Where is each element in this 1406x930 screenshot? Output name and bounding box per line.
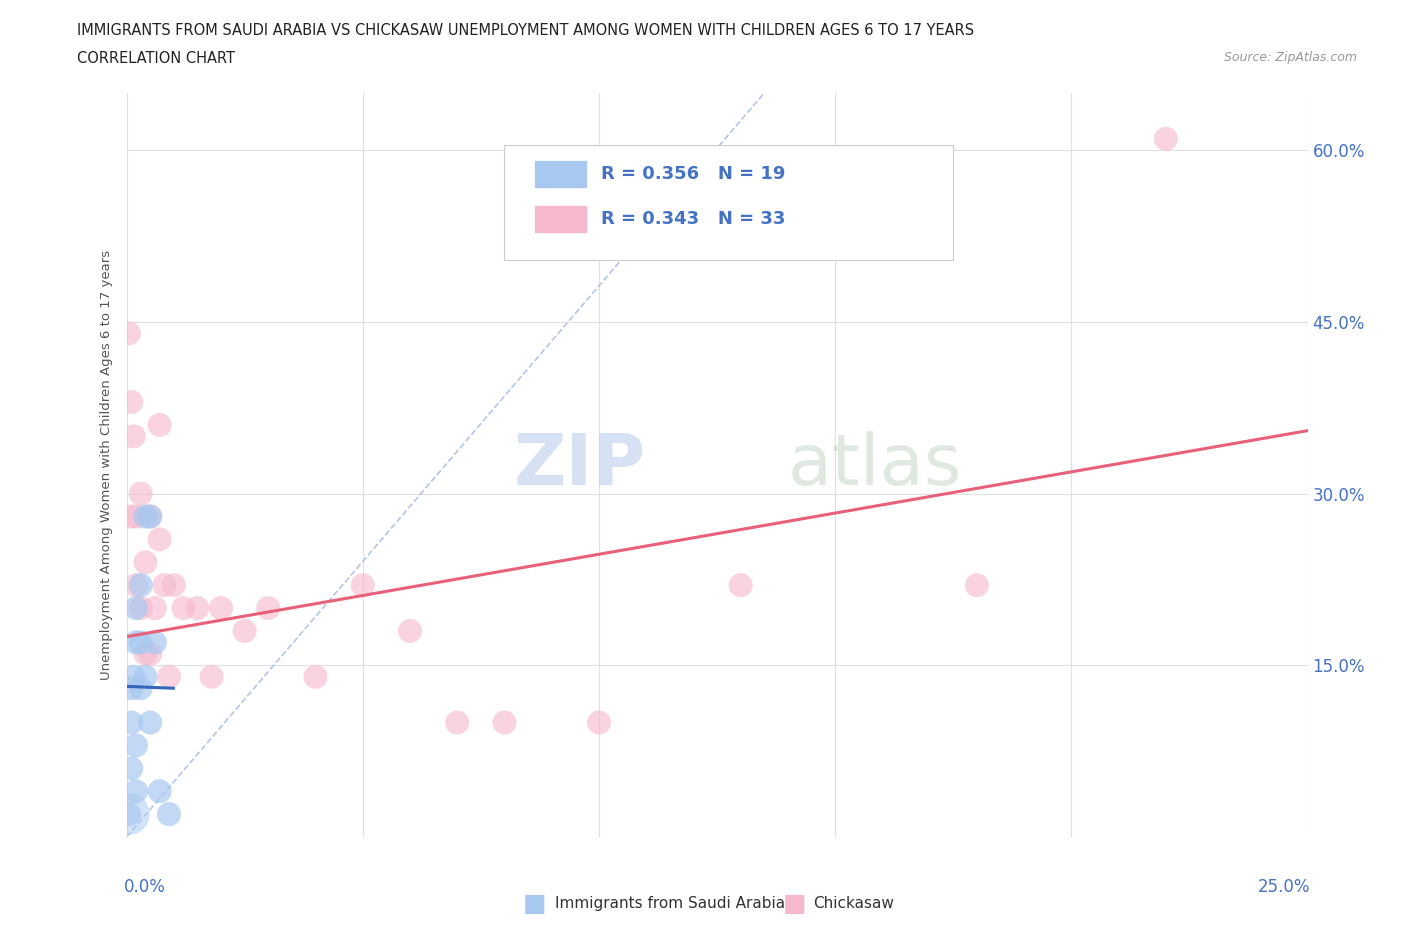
Point	[125, 784, 148, 799]
Text: CORRELATION CHART: CORRELATION CHART	[77, 51, 235, 66]
Point	[209, 601, 232, 616]
Point	[139, 509, 162, 524]
Point	[399, 623, 422, 638]
Point	[149, 784, 172, 799]
Point	[163, 578, 186, 592]
Point	[118, 326, 141, 340]
Point	[446, 715, 468, 730]
Point	[139, 646, 162, 661]
Point	[129, 486, 152, 501]
Text: ZIP: ZIP	[515, 431, 647, 499]
Point	[157, 806, 180, 821]
Text: 0.0%: 0.0%	[124, 878, 166, 896]
Point	[120, 509, 142, 524]
Point	[118, 806, 141, 821]
Point	[966, 578, 988, 592]
FancyBboxPatch shape	[534, 205, 588, 232]
Point	[172, 601, 194, 616]
Point	[122, 670, 145, 684]
Point	[125, 635, 148, 650]
Text: R = 0.343   N = 33: R = 0.343 N = 33	[602, 210, 786, 228]
Point	[134, 555, 156, 570]
Point	[588, 715, 610, 730]
Point	[120, 761, 142, 776]
Point	[125, 509, 148, 524]
Text: Source: ZipAtlas.com: Source: ZipAtlas.com	[1223, 51, 1357, 64]
Point	[139, 509, 162, 524]
Point	[134, 670, 156, 684]
Point	[122, 429, 145, 444]
Point	[149, 418, 172, 432]
Point	[129, 578, 152, 592]
Point	[118, 806, 141, 821]
Text: ■: ■	[523, 892, 546, 916]
Point	[129, 601, 152, 616]
Point	[200, 670, 222, 684]
Point	[153, 578, 176, 592]
Point	[125, 601, 148, 616]
Point	[143, 601, 166, 616]
Text: Immigrants from Saudi Arabia: Immigrants from Saudi Arabia	[555, 897, 786, 911]
Point	[129, 635, 152, 650]
Point	[352, 578, 374, 592]
Point	[143, 635, 166, 650]
Point	[186, 601, 208, 616]
Point	[129, 681, 152, 696]
Point	[139, 715, 162, 730]
Text: ■: ■	[783, 892, 806, 916]
Point	[304, 670, 326, 684]
Text: Chickasaw: Chickasaw	[813, 897, 894, 911]
Text: IMMIGRANTS FROM SAUDI ARABIA VS CHICKASAW UNEMPLOYMENT AMONG WOMEN WITH CHILDREN: IMMIGRANTS FROM SAUDI ARABIA VS CHICKASA…	[77, 23, 974, 38]
Y-axis label: Unemployment Among Women with Children Ages 6 to 17 years: Unemployment Among Women with Children A…	[100, 250, 114, 680]
FancyBboxPatch shape	[505, 145, 953, 260]
Point	[125, 578, 148, 592]
Text: atlas: atlas	[787, 431, 962, 499]
Point	[134, 646, 156, 661]
Point	[125, 738, 148, 753]
Text: 25.0%: 25.0%	[1257, 878, 1310, 896]
Point	[494, 715, 516, 730]
Point	[730, 578, 752, 592]
Point	[1154, 131, 1177, 146]
Point	[233, 623, 256, 638]
Point	[149, 532, 172, 547]
Point	[157, 670, 180, 684]
Point	[257, 601, 280, 616]
Point	[120, 715, 142, 730]
Point	[134, 509, 156, 524]
Point	[120, 681, 142, 696]
Point	[120, 394, 142, 409]
FancyBboxPatch shape	[534, 160, 588, 188]
Text: R = 0.356   N = 19: R = 0.356 N = 19	[602, 166, 786, 183]
